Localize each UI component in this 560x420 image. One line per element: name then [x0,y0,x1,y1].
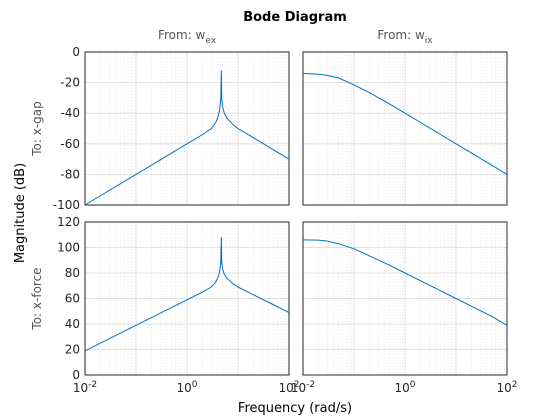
y-tick-label: -60 [60,137,80,151]
y-tick-label: 120 [57,215,80,229]
x-axis-label: Frequency (rad/s) [238,401,352,416]
y-tick-label: 0 [72,368,80,382]
row-label-1: To: x-gap [30,101,44,157]
y-tick-label: -20 [60,76,80,90]
panel-border [302,221,508,376]
x-tick-label: 102 [278,380,299,395]
panel-border [84,221,290,376]
x-tick-label: 10-2 [291,380,315,395]
panel-r1c1: 0 -20 -40 -60 -80 -100 [53,45,290,212]
panel-border [84,51,290,206]
x-tick-label: 10-2 [73,380,97,395]
panel-r1c2 [302,51,508,206]
chart-title: Bode Diagram [243,10,347,25]
x-tick-label: 102 [496,380,517,395]
y-tick-label: 20 [65,343,80,357]
y-tick-label: 40 [65,317,80,331]
row-label-2: To: x-force [30,267,44,330]
column-header-1: From: wex [158,28,217,46]
panel-r2c1: 120 100 80 60 40 20 010-2 100 102 [57,215,299,395]
y-tick-label: -40 [60,106,80,120]
x-tick-label: 100 [176,380,197,395]
panels-layer: From: wex From: wix To: x-gap To: x-force 0 -… [30,28,518,395]
column-header-2: From: wix [377,28,433,46]
series-line [84,237,290,352]
y-tick-label: 0 [72,45,80,59]
series-line [84,70,290,206]
y-axis-label: Magnitude (dB) [13,163,28,263]
y-tick-label: -100 [53,198,80,212]
series-line [302,72,508,175]
y-tick-label: 60 [65,292,80,306]
panel-r2c2: 10-2 100 102 [291,221,518,395]
panel-border [302,51,508,206]
x-tick-label: 100 [394,380,415,395]
y-tick-label: 100 [57,241,80,255]
y-tick-label: -80 [60,167,80,181]
y-tick-label: 80 [65,266,80,280]
series-line [302,239,508,326]
